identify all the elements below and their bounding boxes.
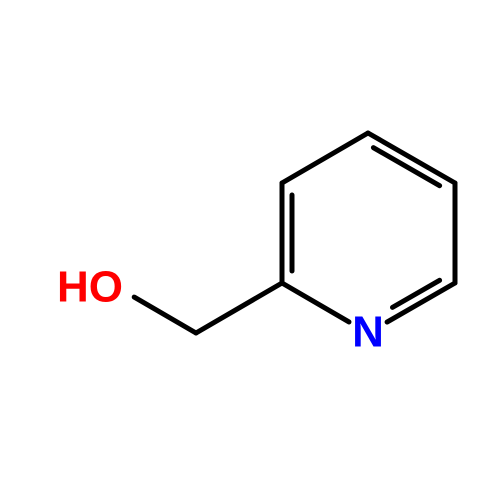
nitrogen-atom-label: N: [352, 308, 384, 357]
bonds: [134, 133, 455, 333]
chemical-structure-diagram: N HO: [0, 0, 500, 500]
hydroxyl-atom-label: HO: [57, 263, 123, 312]
atom-labels: N HO: [57, 263, 384, 357]
